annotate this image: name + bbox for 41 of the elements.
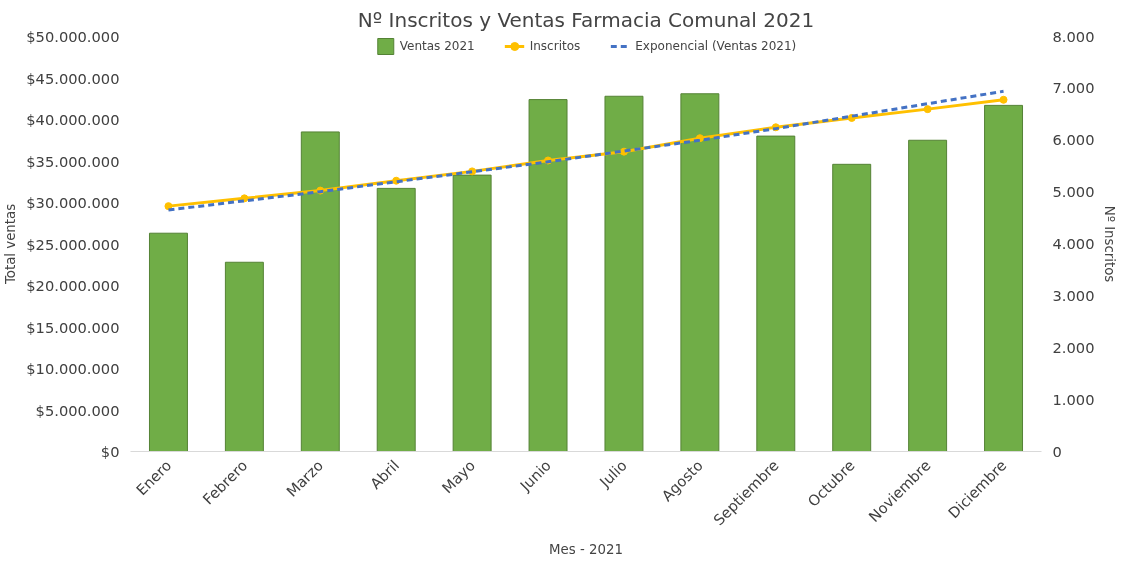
y-tick-label: $15.000.000 xyxy=(26,318,120,336)
legend-label: Ventas 2021 xyxy=(399,39,475,53)
y-tick-label: $35.000.000 xyxy=(26,152,120,170)
bar xyxy=(984,104,1024,452)
y-tick-label: $10.000.000 xyxy=(26,360,120,377)
bar xyxy=(528,99,568,452)
bar xyxy=(604,95,644,452)
y2-tick-label: 8.000 xyxy=(1052,27,1095,45)
bar xyxy=(832,163,872,452)
y2-tick-label: 4.000 xyxy=(1052,235,1095,252)
point xyxy=(999,95,1008,104)
y-tick-label: $40.000.000 xyxy=(26,111,120,128)
y-tick-label: $5.000.000 xyxy=(35,401,120,419)
bar xyxy=(452,174,492,452)
y2-tick-label: 1.000 xyxy=(1052,390,1095,408)
y-tick-label: $45.000.000 xyxy=(26,69,120,87)
y-tick-label: $20.000.000 xyxy=(26,277,120,294)
y-tick-label: $30.000.000 xyxy=(26,194,120,211)
y2-axis-title: Nº Inscritos xyxy=(1102,205,1118,283)
bar xyxy=(680,93,720,452)
bar xyxy=(908,139,948,452)
chart-title: Nº Inscritos y Ventas Farmacia Comunal 2021 xyxy=(357,7,815,32)
y2-tick-label: 2.000 xyxy=(1052,338,1095,356)
bar xyxy=(224,261,264,452)
y2-tick-label: 7.000 xyxy=(1052,79,1095,97)
y2-tick-label: 6.000 xyxy=(1052,131,1095,149)
y-tick-label: $25.000.000 xyxy=(26,235,120,253)
bar xyxy=(756,135,796,452)
bar xyxy=(376,187,416,452)
y2-tick-label: 0 xyxy=(1052,442,1062,460)
x-axis-title: Mes - 2021 xyxy=(549,542,623,558)
y-axis-title: Total ventas xyxy=(3,203,19,286)
point xyxy=(923,105,932,114)
y2-tick-label: 5.000 xyxy=(1052,183,1095,201)
legend-label: Inscritos xyxy=(529,39,581,53)
bar xyxy=(148,232,188,452)
y2-tick-label: 3.000 xyxy=(1052,286,1095,304)
y-tick-label: $50.000.000 xyxy=(26,28,120,45)
legend-label: Exponencial (Ventas 2021) xyxy=(635,39,797,53)
bar xyxy=(300,131,340,452)
y-tick-label: $0 xyxy=(100,443,120,460)
